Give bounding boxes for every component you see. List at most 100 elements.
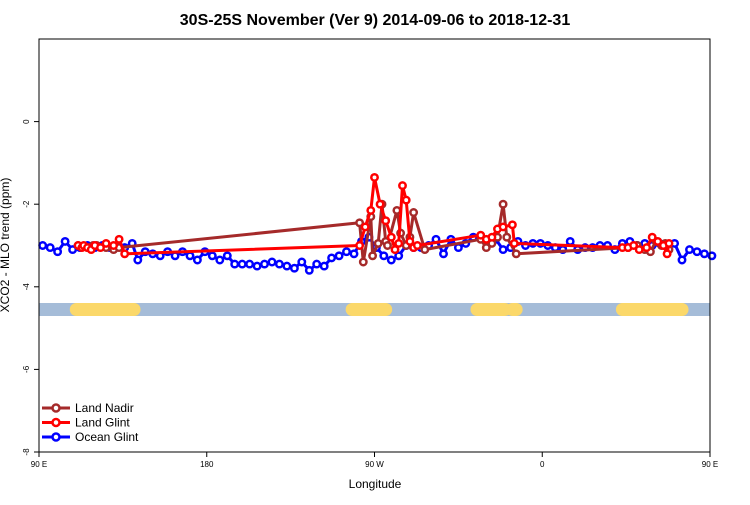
land-glint-point bbox=[386, 232, 396, 242]
ocean-glint-point bbox=[289, 263, 299, 273]
land-glint-point bbox=[412, 241, 422, 250]
ocean-glint-point bbox=[699, 249, 709, 259]
legend-label: Land Nadir bbox=[75, 401, 134, 415]
ocean-glint-point bbox=[260, 259, 269, 269]
x-tick-label: 90 E bbox=[702, 460, 718, 469]
land-glint-point bbox=[664, 238, 674, 248]
land-nadir-point bbox=[368, 251, 378, 261]
ocean-glint-point bbox=[68, 245, 78, 255]
land-glint-point bbox=[653, 236, 663, 246]
y-tick-label: -4 bbox=[22, 283, 31, 291]
land-glint-point bbox=[629, 241, 639, 250]
ocean-glint-point bbox=[304, 265, 314, 275]
ocean-glint-point bbox=[45, 243, 55, 253]
y-axis: 0 -2 -4 -6 -8 bbox=[22, 119, 39, 456]
ocean-glint-point bbox=[677, 255, 687, 265]
land-glint-point bbox=[101, 238, 111, 248]
ocean-glint-point bbox=[230, 259, 240, 269]
land-nadir-point bbox=[502, 232, 512, 242]
chart-title: 30S-25S November (Ver 9) 2014-09-06 to 2… bbox=[180, 12, 571, 29]
land-glint-point bbox=[109, 241, 119, 250]
x-axis-label: Longitude bbox=[349, 477, 402, 491]
legend-swatch-marker bbox=[51, 403, 61, 413]
land-glint-point bbox=[509, 238, 519, 248]
land-glint-point bbox=[487, 232, 497, 242]
ocean-glint-point bbox=[439, 249, 448, 259]
land-nadir-point bbox=[511, 249, 521, 259]
ocean-glint-point bbox=[267, 257, 277, 267]
x-tick-label: 0 bbox=[540, 460, 545, 469]
x-tick-label: 90 E bbox=[31, 460, 47, 469]
ocean-glint-point bbox=[342, 247, 351, 257]
ocean-glint-point bbox=[297, 257, 307, 267]
land-glint-point bbox=[394, 238, 404, 248]
y-tick-label: -8 bbox=[22, 448, 31, 456]
x-axis: 90 E 180 90 W 0 90 E bbox=[31, 452, 718, 469]
ocean-glint-point bbox=[692, 247, 702, 257]
ocean-glint-point bbox=[453, 243, 463, 253]
land-nadir-point bbox=[373, 238, 383, 248]
ocean-glint-point bbox=[282, 261, 292, 271]
land-glint-point bbox=[381, 216, 391, 226]
land-glint-point bbox=[642, 243, 652, 253]
land-glint-point bbox=[120, 249, 130, 259]
legend-label: Land Glint bbox=[75, 416, 130, 430]
legend-swatch-marker bbox=[51, 417, 61, 428]
ocean-glint-point bbox=[565, 236, 575, 246]
ocean-glint-point bbox=[349, 249, 359, 259]
legend-label: Ocean Glint bbox=[75, 430, 139, 444]
ocean-glint-point bbox=[192, 255, 202, 265]
y-axis-label: XCO2 - MLO trend (ppm) bbox=[0, 178, 12, 313]
ocean-glint-point bbox=[274, 259, 284, 269]
ocean-glint-point bbox=[207, 251, 217, 261]
land-nadir-point bbox=[409, 208, 419, 217]
land-glint-point bbox=[405, 236, 415, 246]
series-layer bbox=[38, 172, 717, 275]
ocean-glint-point bbox=[386, 255, 396, 265]
land-nadir-point bbox=[383, 241, 392, 250]
ocean-glint-point bbox=[53, 247, 63, 257]
ocean-glint-point bbox=[237, 259, 247, 269]
land-glint-point bbox=[360, 222, 370, 232]
ocean-glint-point bbox=[379, 251, 389, 261]
land-nadir-point bbox=[498, 199, 508, 209]
ocean-glint-point bbox=[685, 245, 694, 255]
ocean-glint-point bbox=[312, 259, 322, 269]
land-glint-point bbox=[375, 199, 385, 209]
ocean-glint-point bbox=[327, 253, 337, 263]
ocean-glint-point bbox=[245, 259, 255, 269]
ocean-glint-point bbox=[498, 245, 508, 255]
land-glint-point bbox=[114, 234, 124, 244]
land-nadir-point bbox=[392, 205, 402, 215]
land-glint-point bbox=[370, 172, 379, 182]
land-glint-point bbox=[96, 243, 105, 253]
land-glint-point bbox=[647, 232, 657, 242]
land-nadir-point bbox=[420, 245, 430, 255]
y-tick-label: 0 bbox=[22, 119, 31, 124]
land-glint-point bbox=[476, 230, 486, 240]
legend-swatch-marker bbox=[51, 432, 61, 442]
ocean-glint-point bbox=[394, 251, 404, 261]
x-tick-label: 90 W bbox=[365, 460, 384, 469]
land-glint-point bbox=[401, 195, 411, 205]
ocean-glint-point bbox=[252, 261, 262, 271]
land-glint-point bbox=[390, 245, 400, 255]
land-glint-point bbox=[498, 222, 508, 232]
land-nadir-point bbox=[481, 243, 491, 253]
ocean-glint-point bbox=[334, 251, 344, 261]
land-glint-point bbox=[366, 205, 376, 215]
y-tick-label: -2 bbox=[22, 200, 31, 208]
ocean-glint-point bbox=[185, 251, 195, 261]
land-nadir-point bbox=[358, 257, 368, 267]
y-tick-label: -6 bbox=[22, 365, 31, 373]
land-glint-point bbox=[634, 245, 644, 255]
land-glint-point bbox=[662, 249, 672, 259]
land-nadir-point bbox=[355, 218, 365, 228]
ocean-glint-point bbox=[222, 251, 232, 261]
ocean-glint-point bbox=[215, 255, 225, 265]
x-tick-label: 180 bbox=[200, 460, 214, 469]
ocean-glint-point bbox=[38, 241, 48, 250]
